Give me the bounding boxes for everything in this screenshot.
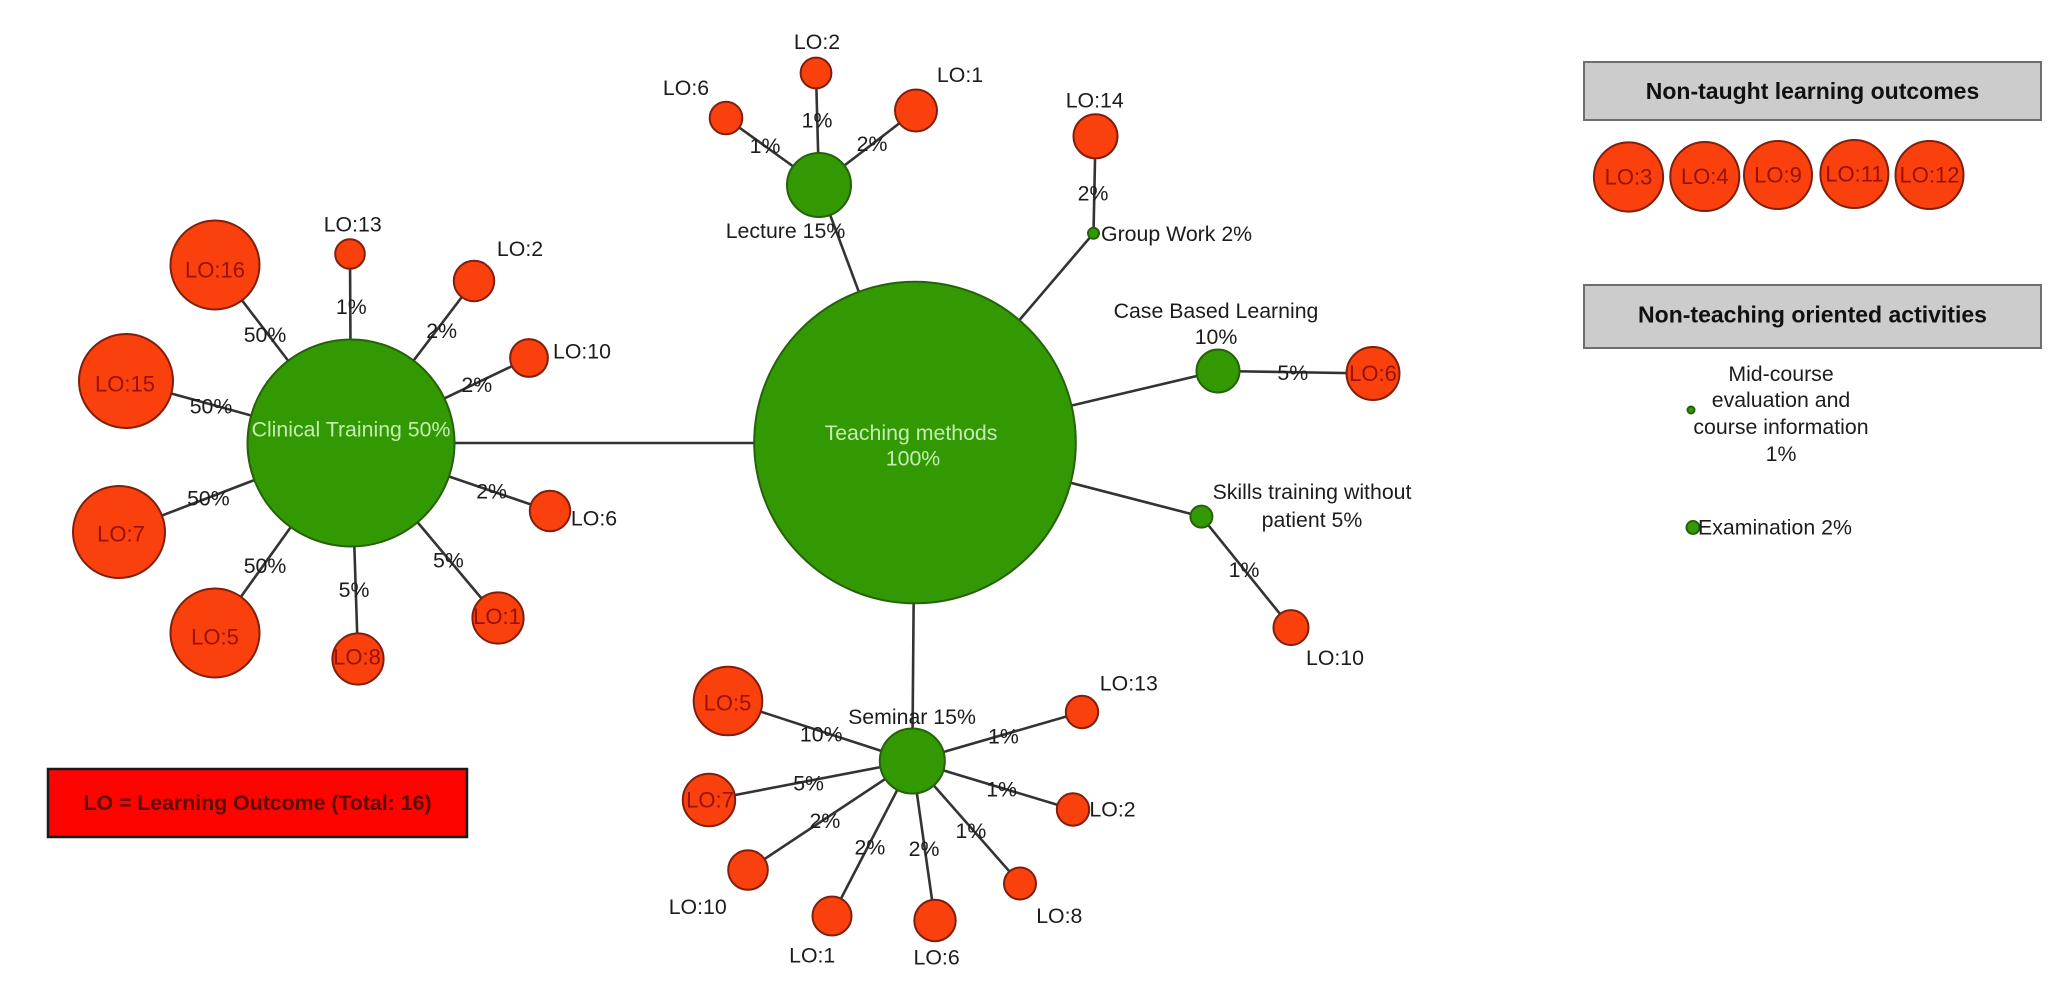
svg-text:LO:11: LO:11 — [1825, 162, 1883, 187]
svg-text:1%: 1% — [988, 725, 1019, 749]
svg-text:LO:12: LO:12 — [1900, 163, 1960, 188]
svg-text:LO:15: LO:15 — [95, 372, 155, 397]
svg-text:LO:16: LO:16 — [185, 258, 245, 283]
svg-text:evaluation and: evaluation and — [1712, 388, 1851, 412]
svg-text:Non-taught learning outcomes: Non-taught learning outcomes — [1646, 78, 1980, 104]
svg-text:1%: 1% — [1766, 442, 1797, 466]
svg-text:2%: 2% — [426, 319, 457, 343]
svg-text:Group Work 2%: Group Work 2% — [1101, 222, 1252, 246]
svg-text:5%: 5% — [339, 578, 370, 602]
svg-text:Case Based Learning: Case Based Learning — [1114, 299, 1319, 323]
svg-text:LO:10: LO:10 — [669, 895, 727, 919]
svg-text:Skills training without: Skills training without — [1213, 480, 1412, 504]
svg-text:LO:6: LO:6 — [663, 76, 709, 100]
svg-text:Seminar 15%: Seminar 15% — [848, 705, 976, 729]
svg-text:50%: 50% — [190, 395, 233, 419]
svg-text:1%: 1% — [986, 778, 1017, 802]
svg-text:Clinical Training 50%: Clinical Training 50% — [252, 418, 451, 442]
svg-text:2%: 2% — [857, 132, 888, 156]
svg-text:LO:10: LO:10 — [1306, 646, 1364, 670]
svg-text:2%: 2% — [909, 837, 940, 861]
svg-text:LO:1: LO:1 — [789, 944, 835, 968]
svg-text:Examination 2%: Examination 2% — [1698, 516, 1852, 540]
svg-text:LO:8: LO:8 — [1036, 904, 1082, 928]
svg-text:2%: 2% — [1078, 182, 1109, 206]
svg-text:LO = Learning Outcome (Total:: LO = Learning Outcome (Total: 16) — [83, 791, 431, 815]
svg-text:100%: 100% — [886, 447, 941, 471]
svg-text:LO:7: LO:7 — [686, 788, 734, 813]
svg-text:1%: 1% — [336, 295, 367, 319]
svg-text:LO:5: LO:5 — [704, 691, 752, 716]
svg-text:LO:8: LO:8 — [333, 645, 381, 670]
svg-text:1%: 1% — [750, 134, 781, 158]
svg-text:LO:13: LO:13 — [324, 213, 382, 237]
svg-text:LO:2: LO:2 — [794, 30, 840, 54]
svg-text:LO:1: LO:1 — [937, 63, 983, 87]
svg-text:2%: 2% — [855, 835, 886, 859]
svg-text:2%: 2% — [476, 480, 507, 504]
svg-text:5%: 5% — [1277, 361, 1308, 385]
svg-text:Teaching methods: Teaching methods — [825, 421, 998, 445]
svg-text:2%: 2% — [810, 809, 841, 833]
svg-text:LO:6: LO:6 — [914, 945, 960, 969]
svg-text:LO:7: LO:7 — [97, 522, 145, 547]
svg-text:1%: 1% — [802, 109, 833, 133]
svg-text:Mid-course: Mid-course — [1728, 362, 1833, 386]
svg-text:Lecture 15%: Lecture 15% — [726, 219, 846, 243]
svg-text:50%: 50% — [187, 486, 230, 510]
svg-text:course information: course information — [1693, 415, 1868, 439]
svg-text:10%: 10% — [800, 723, 843, 747]
svg-text:LO:6: LO:6 — [571, 507, 617, 531]
svg-text:patient 5%: patient 5% — [1262, 508, 1363, 532]
svg-text:LO:10: LO:10 — [553, 339, 611, 363]
svg-text:Non-teaching oriented activiti: Non-teaching oriented activities — [1638, 302, 1987, 328]
svg-text:10%: 10% — [1195, 325, 1238, 349]
svg-text:LO:5: LO:5 — [191, 625, 239, 650]
svg-text:LO:6: LO:6 — [1349, 361, 1397, 386]
svg-text:50%: 50% — [244, 323, 287, 347]
svg-text:LO:1: LO:1 — [473, 604, 521, 629]
svg-text:5%: 5% — [433, 548, 464, 572]
svg-text:LO:2: LO:2 — [497, 237, 543, 261]
svg-text:2%: 2% — [461, 373, 492, 397]
svg-text:LO:2: LO:2 — [1089, 798, 1135, 822]
svg-text:LO:4: LO:4 — [1681, 164, 1729, 189]
svg-text:1%: 1% — [1229, 558, 1260, 582]
svg-text:LO:13: LO:13 — [1100, 671, 1158, 695]
svg-text:LO:14: LO:14 — [1066, 89, 1124, 113]
svg-text:5%: 5% — [793, 771, 824, 795]
svg-text:LO:9: LO:9 — [1754, 163, 1802, 188]
svg-text:LO:3: LO:3 — [1605, 165, 1653, 190]
svg-text:1%: 1% — [956, 819, 987, 843]
svg-text:50%: 50% — [244, 554, 287, 578]
